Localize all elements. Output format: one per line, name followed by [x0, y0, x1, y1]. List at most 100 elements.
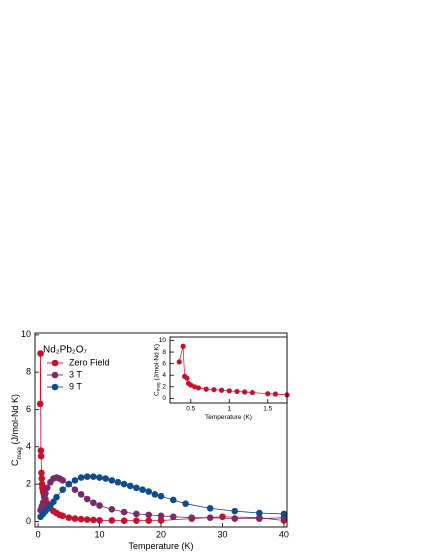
legend-label: 3 T: [69, 369, 82, 379]
data-point: [120, 508, 128, 516]
data-point: [176, 359, 182, 365]
data-point: [59, 477, 66, 484]
x-tick-label: 10: [95, 529, 105, 539]
data-point: [65, 480, 73, 488]
data-point: [145, 511, 153, 519]
y-axis-label-unit: (J/mol-Nd K): [10, 394, 20, 445]
data-point: [65, 514, 73, 521]
data-point: [219, 513, 226, 521]
data-point: [71, 515, 79, 522]
plot-area: [176, 343, 290, 398]
data-point: [226, 388, 232, 394]
y-axis-label-subscript: mag: [15, 447, 22, 460]
data-point: [188, 514, 196, 521]
data-point: [195, 385, 202, 391]
data-point: [265, 391, 271, 397]
data-point: [151, 491, 159, 498]
y-tick-label: 0: [26, 516, 31, 526]
y-tick-label: 0: [162, 395, 166, 402]
data-point: [37, 350, 44, 357]
data-point: [242, 389, 248, 395]
y-tick-label: 4: [162, 372, 166, 379]
data-point: [36, 400, 44, 408]
data-point: [96, 502, 103, 509]
x-tick-label: 0.5: [186, 406, 195, 413]
y-tick-label: 4: [26, 441, 31, 451]
data-point: [231, 507, 239, 515]
data-point: [108, 477, 116, 484]
data-point: [108, 505, 116, 513]
x-tick-label: 40: [279, 529, 289, 539]
y-tick-label: 2: [162, 384, 166, 391]
x-axis-label: Temperature (K): [205, 414, 252, 421]
data-point: [50, 498, 57, 506]
data-point: [211, 387, 217, 393]
data-point: [42, 490, 49, 497]
data-point: [108, 517, 116, 524]
x-tick-label: 0: [36, 529, 41, 539]
data-point: [83, 473, 91, 480]
data-point: [206, 505, 214, 512]
data-point: [43, 484, 51, 492]
x-tick-label: 1.5: [263, 406, 272, 413]
y-tick-label: 10: [21, 329, 31, 339]
legend-marker: [51, 371, 59, 379]
data-point: [83, 516, 91, 523]
data-point: [120, 517, 128, 524]
data-point: [120, 480, 128, 488]
x-tick-label: 20: [156, 529, 166, 539]
y-axis-label-symbol: C: [153, 391, 160, 396]
data-point: [96, 474, 103, 481]
data-point: [39, 499, 47, 507]
data-point: [90, 499, 97, 507]
data-point: [206, 514, 214, 521]
data-point: [256, 515, 263, 522]
data-point: [157, 492, 165, 500]
data-point: [249, 389, 255, 396]
data-point: [90, 516, 97, 524]
y-axis-label: Cmag (J/mol-Nd K): [153, 344, 160, 396]
x-tick-label: 30: [217, 529, 227, 539]
data-point: [218, 387, 225, 393]
legend-label: 9 T: [69, 381, 82, 391]
y-axis-label-subscript: mag: [156, 382, 161, 391]
data-point: [184, 375, 190, 381]
data-point: [71, 486, 79, 493]
data-point: [102, 475, 109, 482]
plot-area: [36, 350, 288, 524]
y-tick-label: 2: [26, 478, 31, 488]
legend-marker: [51, 383, 59, 391]
legend-label: Zero Field: [69, 357, 110, 367]
data-point: [169, 496, 177, 504]
data-point: [126, 482, 134, 490]
data-point: [37, 452, 45, 460]
data-point: [114, 478, 122, 486]
data-point: [157, 517, 165, 524]
data-point: [133, 510, 140, 518]
data-point: [182, 500, 189, 507]
data-point: [96, 516, 103, 524]
data-point: [90, 473, 97, 480]
data-point: [37, 447, 45, 454]
data-point: [231, 515, 239, 522]
data-point: [180, 343, 186, 349]
data-point: [145, 517, 153, 524]
y-axis-label-unit: (J/mol-Nd K): [153, 344, 160, 380]
y-axis-label-symbol: C: [10, 459, 20, 466]
y-tick-label: 6: [162, 360, 166, 367]
legend-title: Nd₂Pb₂O₇: [43, 345, 88, 356]
data-point: [133, 517, 140, 524]
data-point: [83, 495, 91, 503]
y-tick-label: 10: [159, 337, 167, 344]
data-point: [59, 512, 66, 520]
data-point: [53, 493, 60, 501]
x-tick-label: 1: [227, 406, 231, 413]
data-point: [38, 469, 45, 477]
data-point: [157, 512, 165, 520]
y-tick-label: 6: [26, 404, 31, 414]
x-axis-label: Temperature (K): [128, 541, 193, 551]
data-point: [280, 510, 288, 518]
data-point: [169, 513, 177, 521]
data-point: [133, 484, 140, 492]
